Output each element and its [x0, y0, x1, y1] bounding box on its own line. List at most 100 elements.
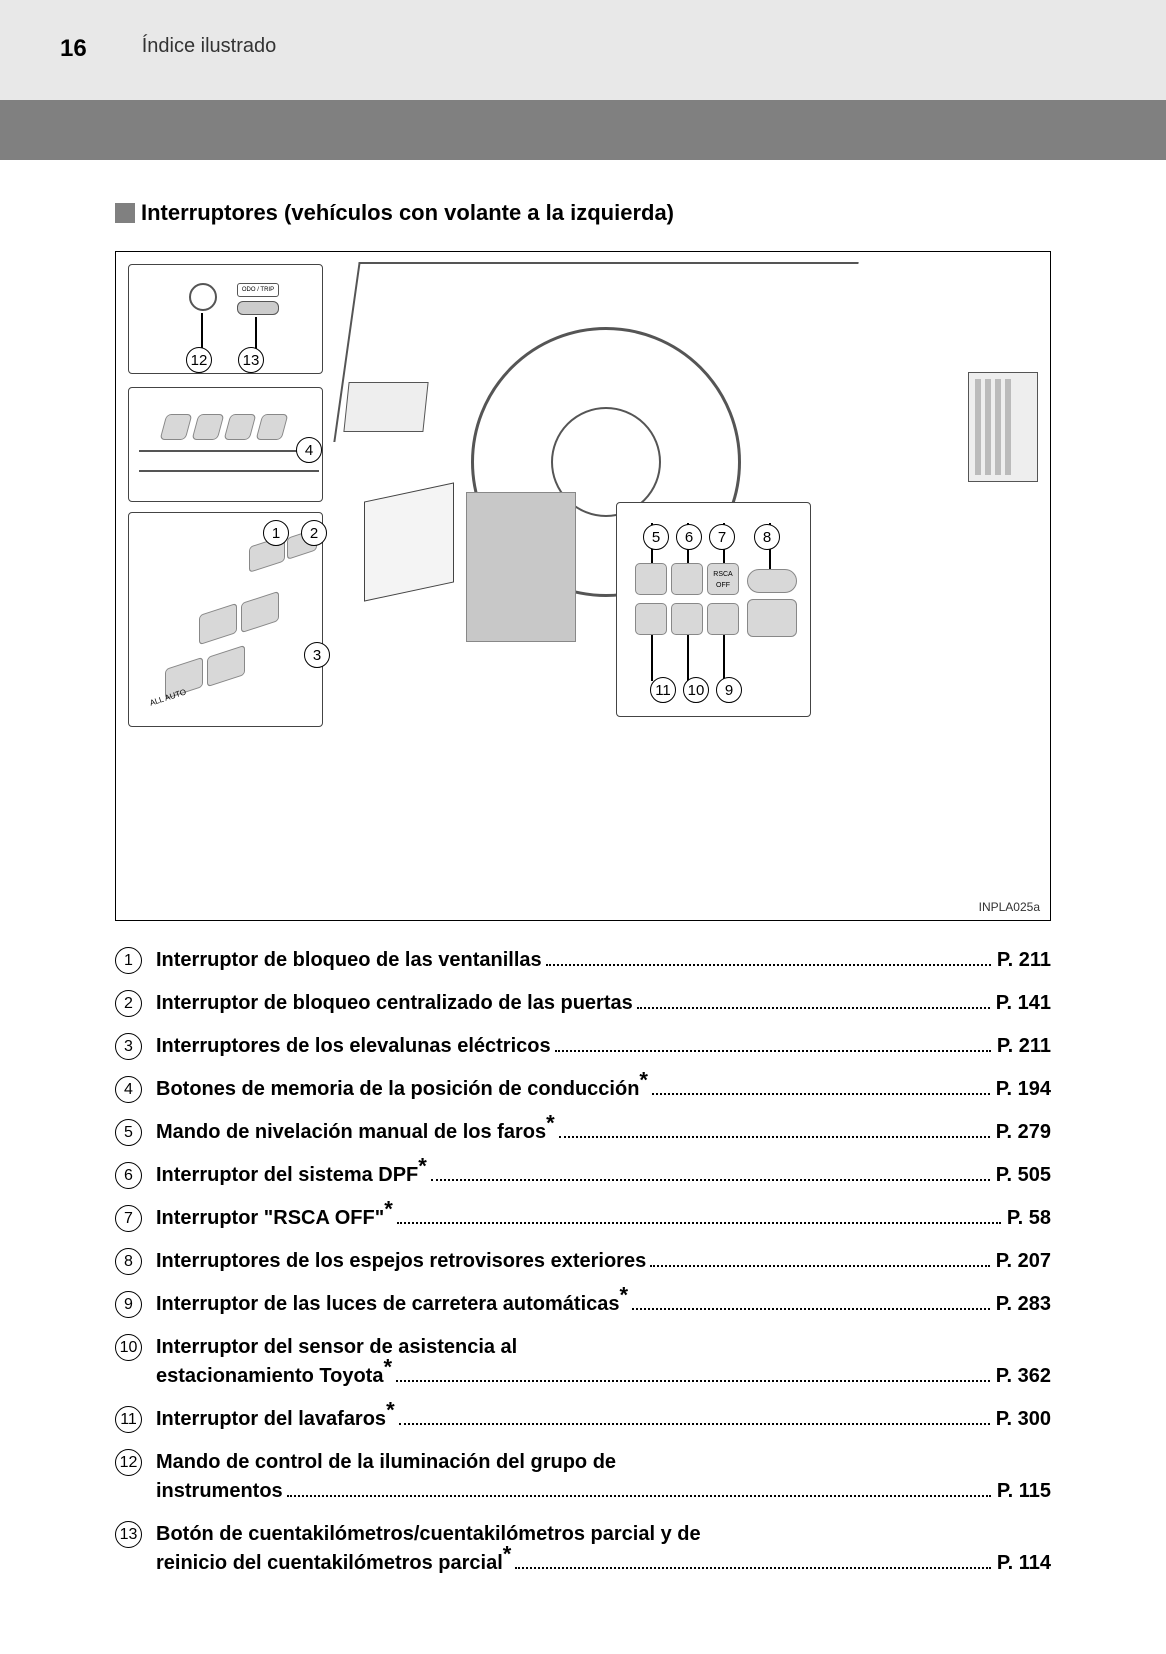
callout-7: 7	[709, 524, 735, 550]
list-item: 8Interruptores de los espejos retrovisor…	[115, 1240, 1051, 1283]
leader-dots	[399, 1411, 990, 1425]
item-text: Interruptor del sistema DPF*	[156, 1161, 427, 1190]
item-number: 9	[115, 1291, 142, 1318]
odo-button-icon	[237, 301, 279, 315]
item-number: 4	[115, 1076, 142, 1103]
leader-dots	[637, 995, 990, 1009]
gray-bar	[0, 100, 1166, 160]
item-text: reinicio del cuentakilómetros parcial*	[156, 1549, 511, 1578]
heading-text: Interruptores (vehículos con volante a l…	[141, 200, 674, 226]
list-item: 2Interruptor de bloqueo centralizado de …	[115, 982, 1051, 1025]
item-number: 7	[115, 1205, 142, 1232]
item-number: 3	[115, 1033, 142, 1060]
callout-2: 2	[301, 520, 327, 546]
callout-11: 11	[650, 677, 676, 703]
item-number: 5	[115, 1119, 142, 1146]
illustration: ODO / TRIP ALL AUTO	[115, 251, 1051, 921]
page-ref: P. 141	[996, 989, 1051, 1018]
page-ref: P. 58	[1007, 1204, 1051, 1233]
list-item: 3Interruptores de los elevalunas eléctri…	[115, 1025, 1051, 1068]
page-number: 16	[60, 35, 87, 63]
item-body: Interruptores de los espejos retrovisore…	[156, 1247, 1051, 1276]
page-ref: P. 115	[997, 1477, 1051, 1506]
item-body: Mando de nivelación manual de los faros*…	[156, 1118, 1051, 1147]
inset-mid-left	[128, 387, 323, 502]
page-ref: P. 283	[996, 1290, 1051, 1319]
item-text: Interruptor del lavafaros*	[156, 1405, 395, 1434]
item-body: Botón de cuentakilómetros/cuentakilómetr…	[156, 1520, 1051, 1578]
inset-bottom-left: ALL AUTO	[128, 512, 323, 727]
page-ref: P. 300	[996, 1405, 1051, 1434]
item-body: Interruptor del lavafaros* P. 300	[156, 1405, 1051, 1434]
asterisk-icon: *	[546, 1110, 555, 1135]
asterisk-icon: *	[418, 1153, 427, 1178]
page-ref: P. 207	[996, 1247, 1051, 1276]
memory-button-icon	[192, 414, 225, 440]
leader-dots	[431, 1167, 990, 1181]
list-item: 11Interruptor del lavafaros*P. 300	[115, 1398, 1051, 1441]
item-body: Interruptor del sistema DPF*P. 505	[156, 1161, 1051, 1190]
item-body: Interruptor de bloqueo de las ventanilla…	[156, 946, 1051, 975]
mirror-adjust-icon	[747, 599, 797, 637]
air-vent-icon	[968, 372, 1038, 482]
mirror-switch-icon	[747, 569, 797, 593]
list-item: 5 Mando de nivelación manual de los faros…	[115, 1111, 1051, 1154]
item-number: 6	[115, 1162, 142, 1189]
item-text: Interruptor de las luces de carretera au…	[156, 1290, 628, 1319]
item-number: 13	[115, 1521, 142, 1548]
leader-line	[723, 635, 725, 681]
item-text: Mando de control de la iluminación del g…	[156, 1448, 616, 1477]
window-switch-icon	[199, 603, 237, 645]
callout-6: 6	[676, 524, 702, 550]
item-text: Mando de nivelación manual de los faros*	[156, 1118, 555, 1147]
asterisk-icon: *	[384, 1196, 393, 1221]
switch-icon	[707, 603, 739, 635]
item-text: Interruptor de bloqueo centralizado de l…	[156, 989, 633, 1018]
leader-dots	[287, 1483, 991, 1497]
leader-line	[651, 635, 653, 681]
list-item: 13 Botón de cuentakilómetros/cuentakilóme…	[115, 1513, 1051, 1585]
inset-top-left: ODO / TRIP	[128, 264, 323, 374]
content: Interruptores (vehículos con volante a l…	[0, 160, 1166, 1585]
center-console-icon	[466, 492, 576, 642]
page-ref: P. 194	[996, 1075, 1051, 1104]
item-number: 1	[115, 947, 142, 974]
inset-line	[139, 450, 319, 452]
asterisk-icon: *	[620, 1282, 629, 1307]
window-switch-icon	[207, 645, 245, 687]
callout-13: 13	[238, 347, 264, 373]
switch-icon	[635, 563, 667, 595]
item-body: Mando de control de la iluminación del g…	[156, 1448, 1051, 1506]
item-text: Interruptor de bloqueo de las ventanilla…	[156, 946, 542, 975]
callout-4: 4	[296, 437, 322, 463]
heading: Interruptores (vehículos con volante a l…	[115, 200, 1051, 226]
item-body: Interruptor "RSCA OFF"*P. 58	[156, 1204, 1051, 1233]
callout-1: 1	[263, 520, 289, 546]
air-vent-icon	[343, 382, 428, 432]
section-title: Índice ilustrado	[142, 35, 277, 58]
item-text: estacionamiento Toyota*	[156, 1362, 392, 1391]
item-text: Interruptores de los espejos retrovisore…	[156, 1247, 646, 1276]
item-number: 12	[115, 1449, 142, 1476]
list-item: 4Botones de memoria de la posición de co…	[115, 1068, 1051, 1111]
leader-dots	[397, 1210, 1001, 1224]
callout-10: 10	[683, 677, 709, 703]
item-text: Interruptor del sensor de asistencia al	[156, 1333, 517, 1362]
page-ref: P. 279	[996, 1118, 1051, 1147]
asterisk-icon: *	[383, 1354, 392, 1379]
page-ref: P. 114	[997, 1549, 1051, 1578]
list-item: 10Interruptor del sensor de asistencia a…	[115, 1326, 1051, 1398]
leader-dots	[650, 1253, 990, 1267]
page-ref: P. 211	[997, 946, 1051, 975]
list-item: 9 Interruptor de las luces de carretera a…	[115, 1283, 1051, 1326]
item-body: Interruptor del sensor de asistencia ale…	[156, 1333, 1051, 1391]
switch-icon	[635, 603, 667, 635]
switch-icon	[671, 563, 703, 595]
leader-dots	[555, 1038, 991, 1052]
leader-line	[687, 635, 689, 681]
leader-dots	[515, 1555, 991, 1569]
callout-8: 8	[754, 524, 780, 550]
index-list: 1 Interruptor de bloqueo de las ventanill…	[115, 939, 1051, 1585]
asterisk-icon: *	[386, 1397, 395, 1422]
item-body: Interruptor de las luces de carretera au…	[156, 1290, 1051, 1319]
